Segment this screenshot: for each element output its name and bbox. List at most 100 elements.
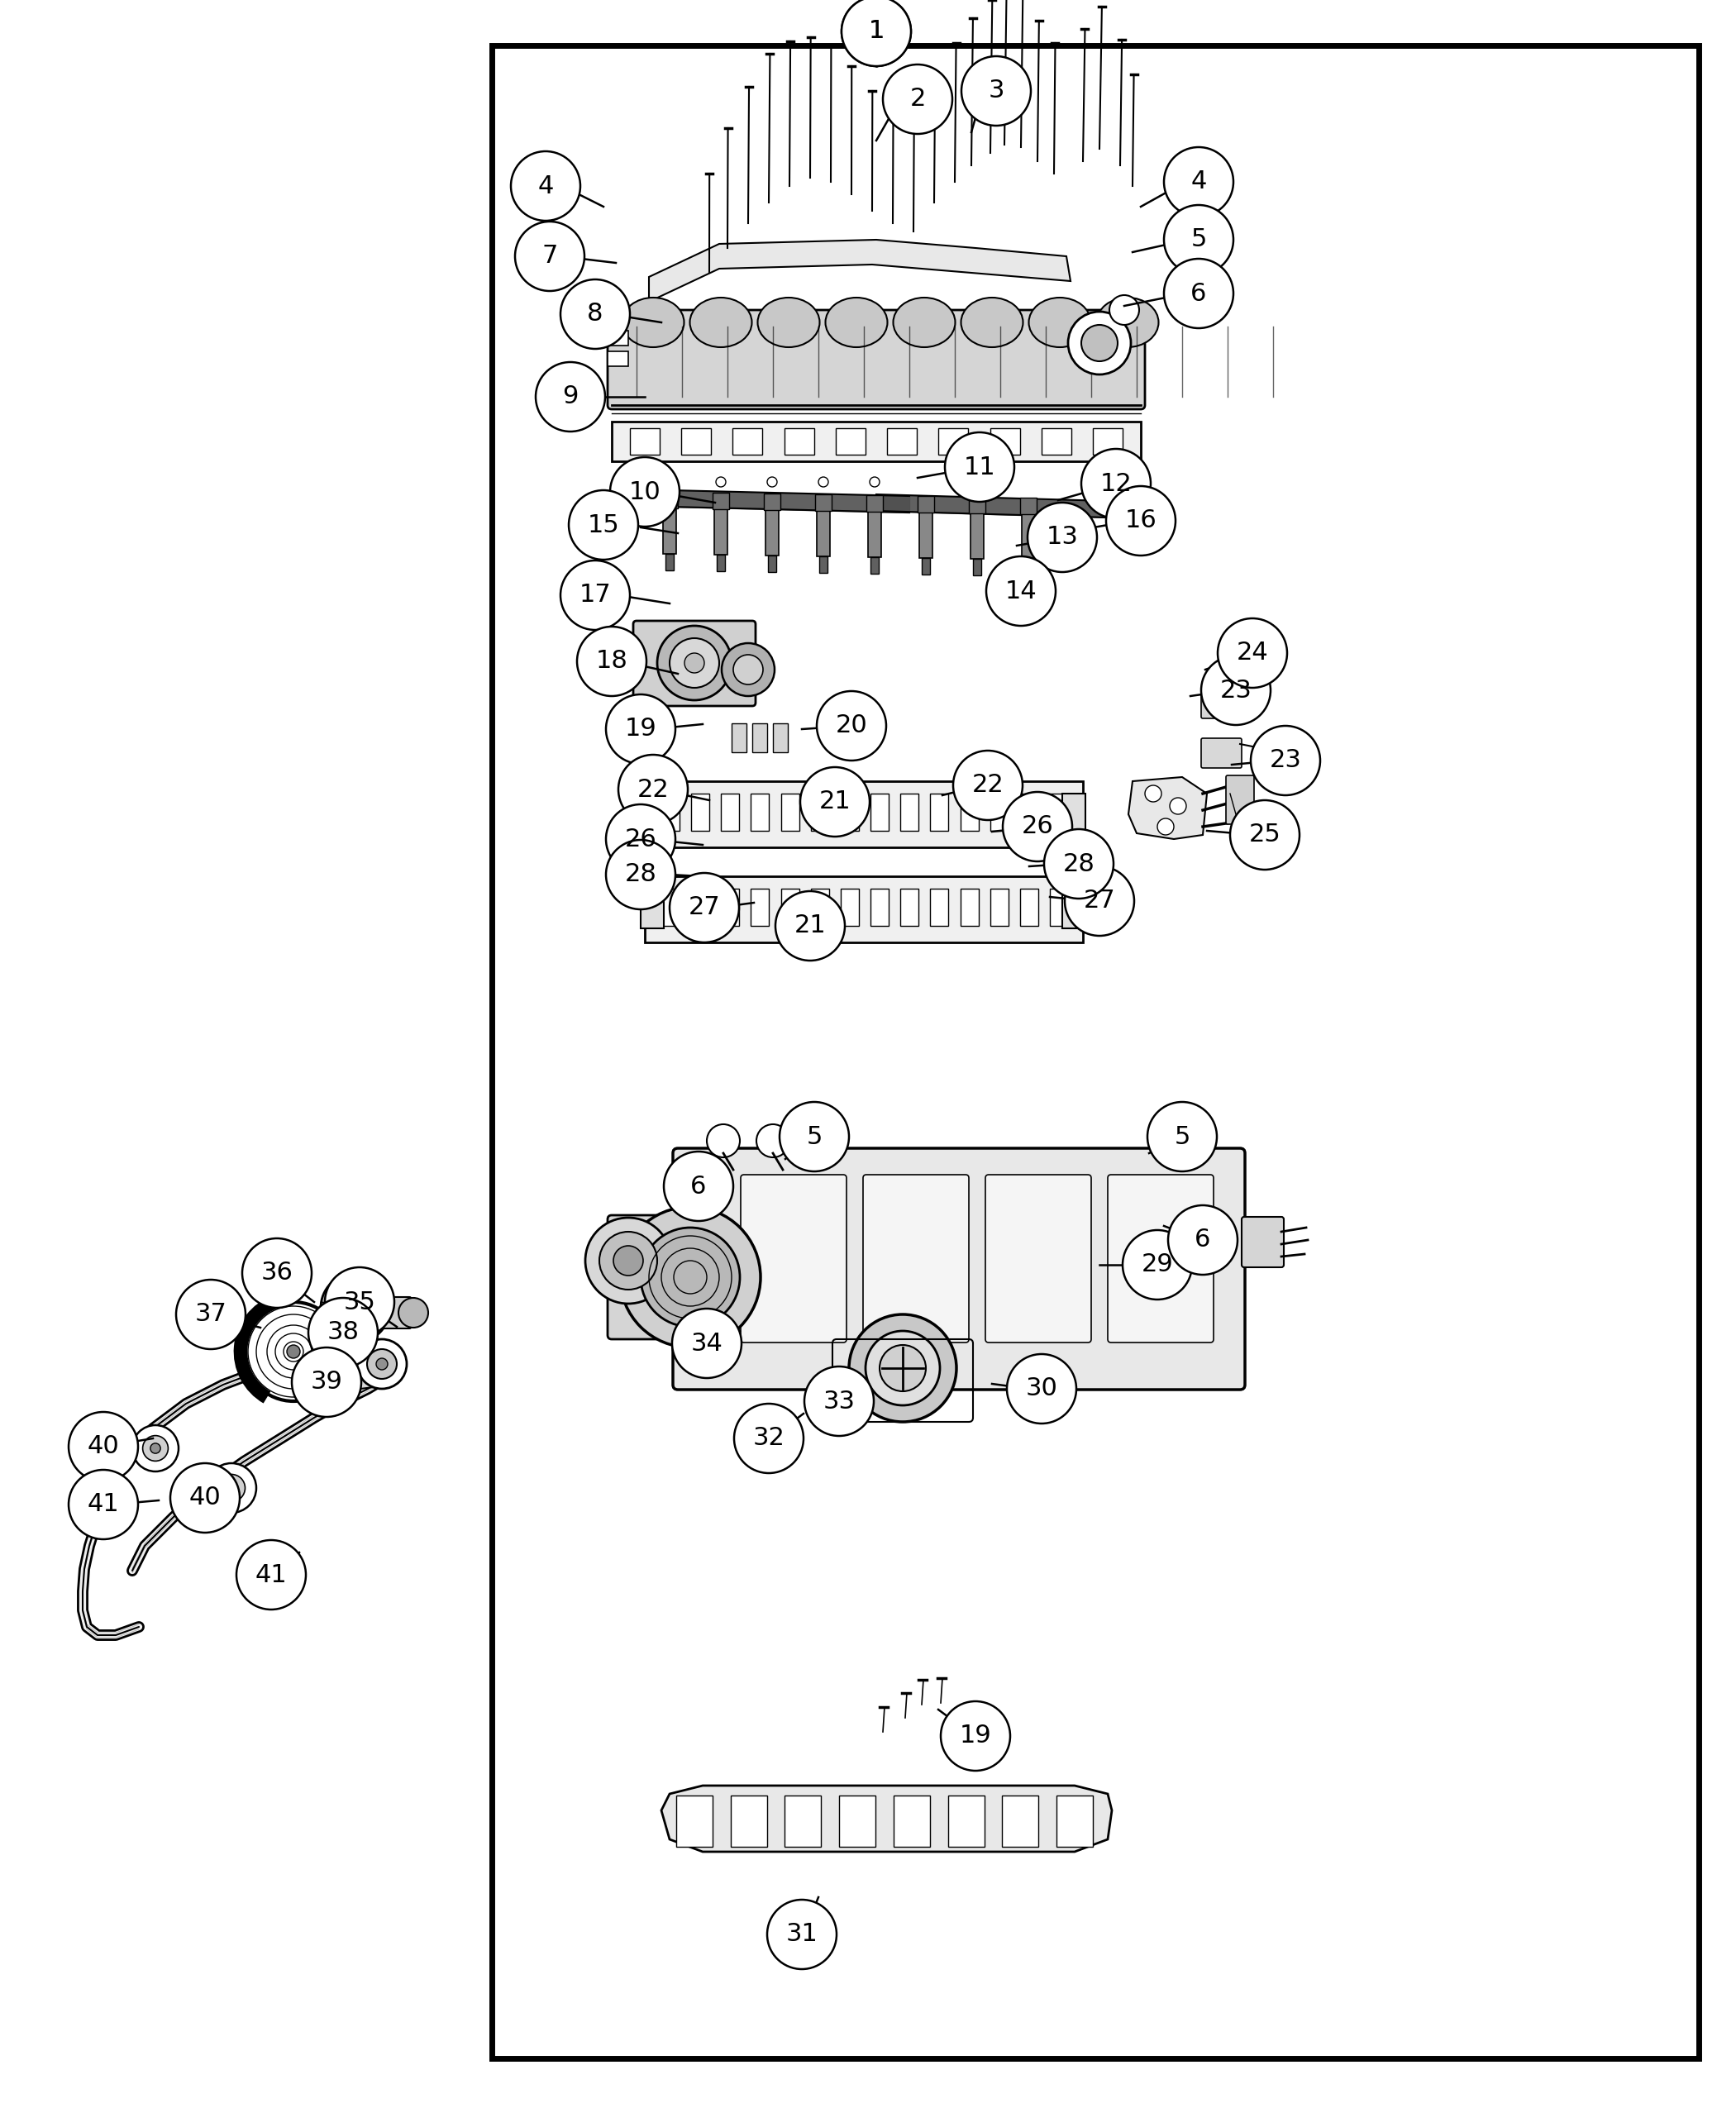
FancyBboxPatch shape [1201, 738, 1241, 767]
Circle shape [1082, 449, 1151, 519]
Circle shape [585, 1218, 672, 1303]
Circle shape [243, 1237, 312, 1307]
Text: 3: 3 [988, 78, 1003, 103]
Text: 4: 4 [1191, 171, 1207, 194]
Circle shape [286, 1345, 300, 1358]
Bar [641, 890, 663, 928]
FancyBboxPatch shape [608, 310, 1146, 409]
Circle shape [1147, 1102, 1217, 1172]
Bar [611, 422, 1141, 462]
Text: 16: 16 [1125, 508, 1156, 533]
Circle shape [866, 1330, 939, 1406]
Circle shape [321, 1273, 391, 1343]
Circle shape [1064, 866, 1134, 936]
Circle shape [1250, 725, 1319, 795]
Circle shape [986, 557, 1055, 626]
Circle shape [779, 1102, 849, 1172]
Circle shape [399, 1299, 429, 1328]
Bar [972, 559, 981, 575]
Bar [1050, 793, 1068, 831]
Circle shape [142, 1436, 168, 1461]
Bar [1062, 793, 1085, 833]
Bar [781, 890, 799, 925]
Circle shape [1201, 656, 1271, 725]
Bar [720, 793, 740, 831]
Bar [661, 491, 677, 508]
Bar [816, 495, 832, 510]
Circle shape [151, 1444, 160, 1452]
Circle shape [1158, 818, 1174, 835]
FancyBboxPatch shape [863, 1174, 969, 1343]
Bar [731, 1796, 767, 1847]
Text: 4: 4 [538, 175, 554, 198]
Circle shape [842, 0, 911, 65]
Text: 6: 6 [691, 1174, 707, 1197]
Circle shape [69, 1469, 139, 1539]
Circle shape [170, 1463, 240, 1533]
Bar [1023, 514, 1035, 559]
Circle shape [670, 639, 719, 687]
Bar [766, 510, 779, 557]
Polygon shape [661, 1785, 1111, 1851]
Circle shape [733, 656, 764, 685]
Bar [918, 495, 934, 512]
Text: 37: 37 [194, 1303, 227, 1326]
FancyBboxPatch shape [361, 1296, 411, 1328]
Polygon shape [649, 240, 1071, 301]
Bar [969, 497, 986, 514]
Bar [1002, 1796, 1038, 1847]
Bar [894, 1796, 930, 1847]
Text: 24: 24 [1236, 641, 1269, 664]
Ellipse shape [621, 297, 684, 348]
Bar [644, 877, 1083, 942]
Bar [733, 428, 762, 455]
Circle shape [1068, 312, 1130, 375]
Bar [870, 557, 878, 573]
Circle shape [243, 1303, 344, 1402]
Circle shape [767, 476, 778, 487]
Text: 19: 19 [625, 717, 656, 742]
Circle shape [217, 1473, 245, 1501]
Bar [608, 331, 628, 346]
FancyBboxPatch shape [1241, 1216, 1285, 1267]
Circle shape [880, 1345, 925, 1391]
Bar [1021, 497, 1036, 514]
Bar [1094, 428, 1123, 455]
Text: 17: 17 [580, 584, 611, 607]
Circle shape [1007, 1353, 1076, 1423]
Ellipse shape [1029, 297, 1090, 348]
Circle shape [804, 1366, 873, 1436]
Text: 15: 15 [587, 512, 620, 538]
Bar [661, 793, 679, 831]
Circle shape [569, 491, 639, 559]
Bar [840, 793, 859, 831]
Circle shape [1168, 1206, 1238, 1275]
Bar [920, 512, 932, 559]
Text: 28: 28 [625, 862, 656, 887]
Text: 21: 21 [819, 790, 851, 814]
Bar [870, 793, 889, 831]
Text: 31: 31 [786, 1922, 818, 1946]
Text: 26: 26 [1021, 814, 1054, 839]
Circle shape [226, 1482, 236, 1492]
Circle shape [884, 65, 953, 135]
Bar [681, 428, 712, 455]
Circle shape [818, 476, 828, 487]
Bar [811, 890, 830, 925]
Bar [990, 428, 1019, 455]
Text: 12: 12 [1101, 472, 1132, 495]
Text: 23: 23 [1269, 748, 1302, 772]
Bar [641, 793, 663, 833]
Bar [767, 557, 776, 571]
Bar [901, 793, 918, 831]
Text: 22: 22 [972, 774, 1003, 797]
Circle shape [561, 561, 630, 630]
Circle shape [358, 1339, 406, 1389]
Bar [752, 793, 769, 831]
Circle shape [800, 767, 870, 837]
Ellipse shape [757, 297, 819, 348]
Ellipse shape [689, 297, 752, 348]
Circle shape [757, 1124, 790, 1157]
Circle shape [849, 1315, 957, 1423]
Circle shape [207, 1463, 257, 1514]
